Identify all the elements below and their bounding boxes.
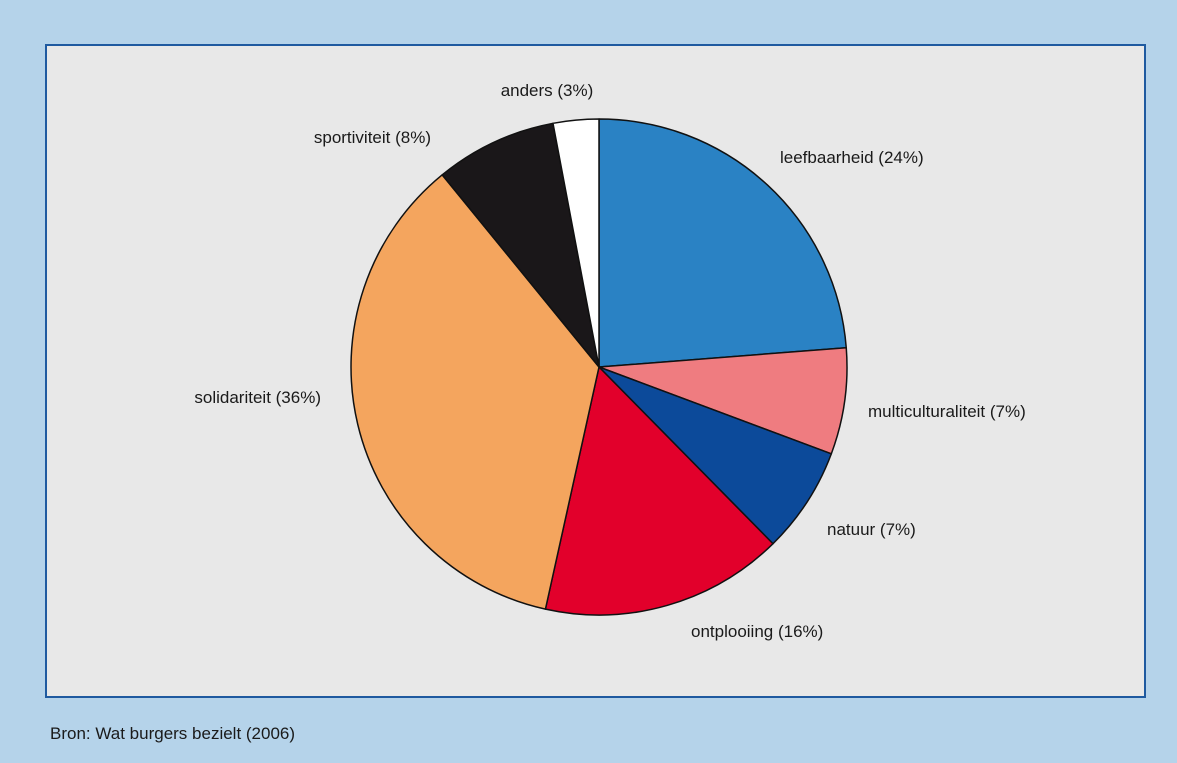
pie-chart: leefbaarheid (24%) multiculturaliteit (7%… (194, 81, 1026, 641)
pie-slice-leefbaarheid (598, 118, 847, 368)
pie-slice-solidariteit (350, 174, 600, 610)
slice-label-leefbaarheid: leefbaarheid (24%) (780, 148, 924, 167)
pie-slice-natuur (598, 366, 833, 545)
source-note: Bron: Wat burgers bezielt (2006) (50, 724, 296, 743)
pie-slice-multiculturaliteit (598, 346, 848, 455)
slice-label-ontplooiing: ontplooiing (16%) (691, 622, 823, 641)
slice-label-sportiviteit: sportiviteit (8%) (314, 128, 431, 147)
slice-label-natuur: natuur (7%) (827, 520, 916, 539)
slice-label-multiculturaliteit: multiculturaliteit (7%) (868, 402, 1026, 421)
slice-label-anders: anders (3%) (501, 81, 594, 100)
pie-slice-ontplooiing (544, 366, 774, 616)
slice-label-solidariteit: solidariteit (36%) (194, 388, 321, 407)
plot-panel: leefbaarheid (24%) multiculturaliteit (7%… (45, 44, 1146, 698)
pie-slice-sportiviteit (441, 122, 600, 368)
pie-slice-anders (552, 118, 600, 368)
